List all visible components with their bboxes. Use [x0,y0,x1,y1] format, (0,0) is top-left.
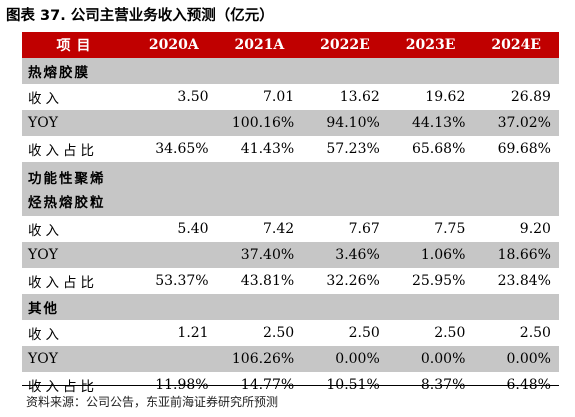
table-cell: 9.20 [519,221,551,237]
table-cell: 100.16% [231,115,295,131]
table-row: 收入占比 34.65% 41.43% 57.23% 65.68% 69.68% [22,136,559,162]
table-cell: 65.68% [411,141,466,157]
table-cell: 2.50 [348,325,380,341]
section-name: 功能性聚烯 烃热熔胶粒 [22,162,131,216]
table-cell: 2.50 [263,325,295,341]
table-cell: 32.26% [326,273,380,289]
table-cell: 69.68% [497,141,551,157]
table-cell: 37.02% [497,115,551,131]
header-cell-2021a: 2021A [234,37,285,53]
table-row: YOY 37.40% 3.46% 1.06% 18.66% [22,242,559,268]
source-note: 资料来源：公司公告，东亚前海证券研究所预测 [26,395,279,409]
row-label: YOY [28,247,58,263]
table-cell: 2.50 [434,325,466,341]
table-cell: 23.84% [497,273,551,289]
table-cell: 25.95% [411,273,466,289]
table-cell: 7.75 [434,221,466,237]
row-label: YOY [28,115,58,131]
table-cell: 41.43% [240,141,295,157]
table-row: 收入占比 53.37% 43.81% 32.26% 25.95% 23.84% [22,268,559,294]
row-label: 收入占比 [28,379,98,395]
row-label: 收入 [28,91,63,107]
row-label: 收入 [28,327,63,343]
table-cell: 7.67 [348,221,380,237]
table-row: 收入 1.21 2.50 2.50 2.50 2.50 [22,320,559,346]
table-cell: 53.37% [155,273,209,289]
table-header-row: 项目 2020A 2021A 2022E 2023E 2024E [22,32,559,58]
row-label: YOY [28,351,58,367]
table-cell: 2.50 [519,325,551,341]
row-label: 收入占比 [28,143,98,159]
table-cell: 3.50 [177,89,209,105]
table-cell: 94.10% [326,115,380,131]
table-row: YOY 106.26% 0.00% 0.00% 0.00% [22,346,559,372]
table-cell: 43.81% [240,273,295,289]
table-cell: 7.42 [263,221,295,237]
table-cell: 18.66% [497,247,551,263]
header-cell-item: 项目 [56,38,97,54]
table-cell: 1.06% [420,247,466,263]
section-name: 热熔胶膜 [28,65,90,81]
header-cell-2023e: 2023E [405,37,456,53]
section-name-line-2: 烃热熔胶粒 [28,195,106,211]
revenue-forecast-table: 项目 2020A 2021A 2022E 2023E 2024E 热熔胶膜 收入… [22,32,559,398]
table-cell: 44.13% [411,115,466,131]
table-cell: 0.00% [420,351,466,367]
table-row: 收入 3.50 7.01 13.62 19.62 26.89 [22,84,559,110]
table-cell: 34.65% [155,141,209,157]
table-cell: 106.26% [231,351,295,367]
section-name-line-1: 功能性聚烯 [28,171,106,187]
table-row: YOY 100.16% 94.10% 44.13% 37.02% [22,110,559,136]
header-cell-2022e: 2022E [320,37,370,53]
table-cell: 0.00% [506,351,551,367]
header-cell-2020a: 2020A [148,37,199,53]
header-cell-2024e: 2024E [491,37,541,53]
table-bottom-rule [22,385,559,386]
table-cell: 7.01 [263,89,295,105]
table-row: 收入 5.40 7.42 7.67 7.75 9.20 [22,216,559,242]
row-label: 收入占比 [28,275,98,291]
table-cell: 0.00% [335,351,380,367]
section-row-polyolefin-pellets: 功能性聚烯 烃热熔胶粒 [22,162,559,216]
section-row-hot-melt-film: 热熔胶膜 [22,58,559,84]
table-cell: 13.62 [339,89,380,105]
table-cell: 57.23% [326,141,380,157]
table-title: 图表 37. 公司主营业务收入预测（亿元） [6,8,274,24]
table-cell: 5.40 [177,221,209,237]
section-row-other: 其他 [22,294,559,320]
row-label: 收入 [28,223,63,239]
table-cell: 19.62 [425,89,466,105]
table-cell: 3.46% [335,247,380,263]
table-cell: 1.21 [177,325,209,341]
table-cell: 37.40% [240,247,295,263]
table-cell: 26.89 [510,89,551,105]
section-name: 其他 [28,301,59,317]
